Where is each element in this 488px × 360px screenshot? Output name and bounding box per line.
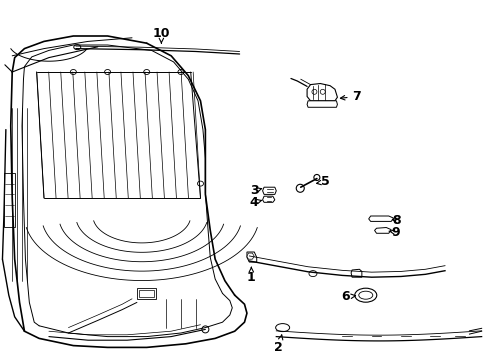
Polygon shape	[262, 187, 276, 194]
Polygon shape	[306, 84, 337, 101]
Ellipse shape	[354, 288, 376, 302]
Ellipse shape	[197, 181, 203, 186]
Polygon shape	[350, 269, 361, 277]
Polygon shape	[4, 173, 15, 227]
Ellipse shape	[320, 89, 325, 94]
Text: 7: 7	[340, 90, 361, 103]
Polygon shape	[139, 290, 154, 297]
Ellipse shape	[143, 69, 149, 75]
Ellipse shape	[70, 69, 76, 75]
Polygon shape	[246, 253, 254, 259]
Text: 8: 8	[391, 214, 400, 227]
Text: 1: 1	[246, 267, 255, 284]
Polygon shape	[137, 288, 156, 299]
Ellipse shape	[74, 45, 81, 50]
Text: 5: 5	[316, 175, 329, 188]
Polygon shape	[262, 196, 274, 202]
Ellipse shape	[313, 175, 319, 180]
Polygon shape	[246, 252, 256, 262]
Ellipse shape	[104, 69, 110, 75]
Text: 9: 9	[388, 226, 400, 239]
Ellipse shape	[275, 324, 289, 332]
Polygon shape	[368, 216, 393, 221]
Polygon shape	[306, 101, 337, 107]
Text: 6: 6	[340, 291, 355, 303]
Ellipse shape	[311, 89, 316, 94]
Polygon shape	[374, 228, 390, 233]
Ellipse shape	[178, 69, 183, 75]
Text: 10: 10	[152, 27, 170, 43]
Ellipse shape	[308, 271, 316, 276]
Text: 4: 4	[249, 196, 261, 209]
Ellipse shape	[202, 326, 208, 333]
Text: 2: 2	[274, 335, 283, 354]
Ellipse shape	[296, 184, 304, 192]
Text: 3: 3	[249, 184, 261, 197]
Ellipse shape	[358, 291, 372, 299]
